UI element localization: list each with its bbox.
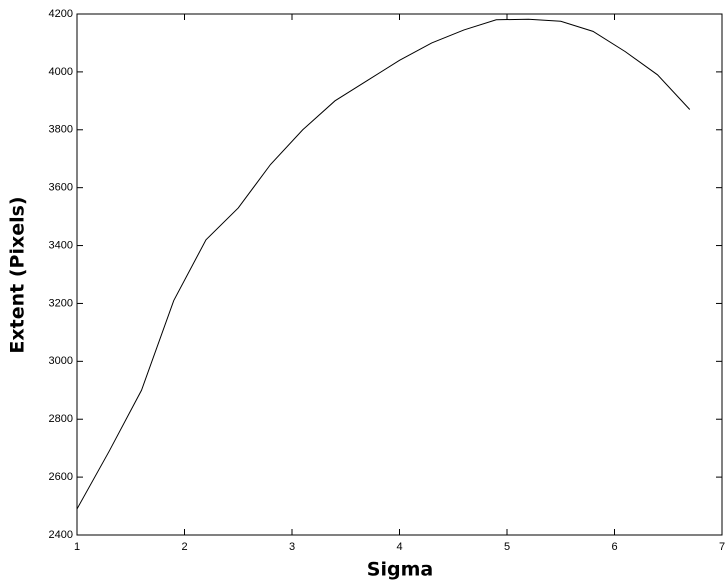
y-tick-label: 3000 <box>49 355 73 367</box>
x-tick-label: 7 <box>719 541 725 553</box>
y-tick-label: 2600 <box>49 471 73 483</box>
plot-frame <box>76 13 723 536</box>
y-tick-label: 4000 <box>49 66 73 78</box>
x-axis-label: Sigma <box>367 559 433 581</box>
y-tick-label: 3800 <box>49 124 73 136</box>
y-tick-label: 3600 <box>49 182 73 194</box>
x-tick-label: 2 <box>181 541 187 553</box>
x-tick-label: 6 <box>611 541 617 553</box>
y-tick-label: 2400 <box>49 529 73 541</box>
x-tick-label: 4 <box>396 541 402 553</box>
y-tick-label: 3400 <box>49 239 73 251</box>
x-tick-label: 3 <box>289 541 295 553</box>
data-line <box>76 18 691 510</box>
x-tick-label: 1 <box>74 541 80 553</box>
y-tick-label: 2800 <box>49 413 73 425</box>
y-tick-label: 4200 <box>49 8 73 20</box>
x-tick-label: 5 <box>504 541 510 553</box>
y-tick-label: 3200 <box>49 297 73 309</box>
y-axis-label: Extent (Pixels) <box>7 196 29 353</box>
